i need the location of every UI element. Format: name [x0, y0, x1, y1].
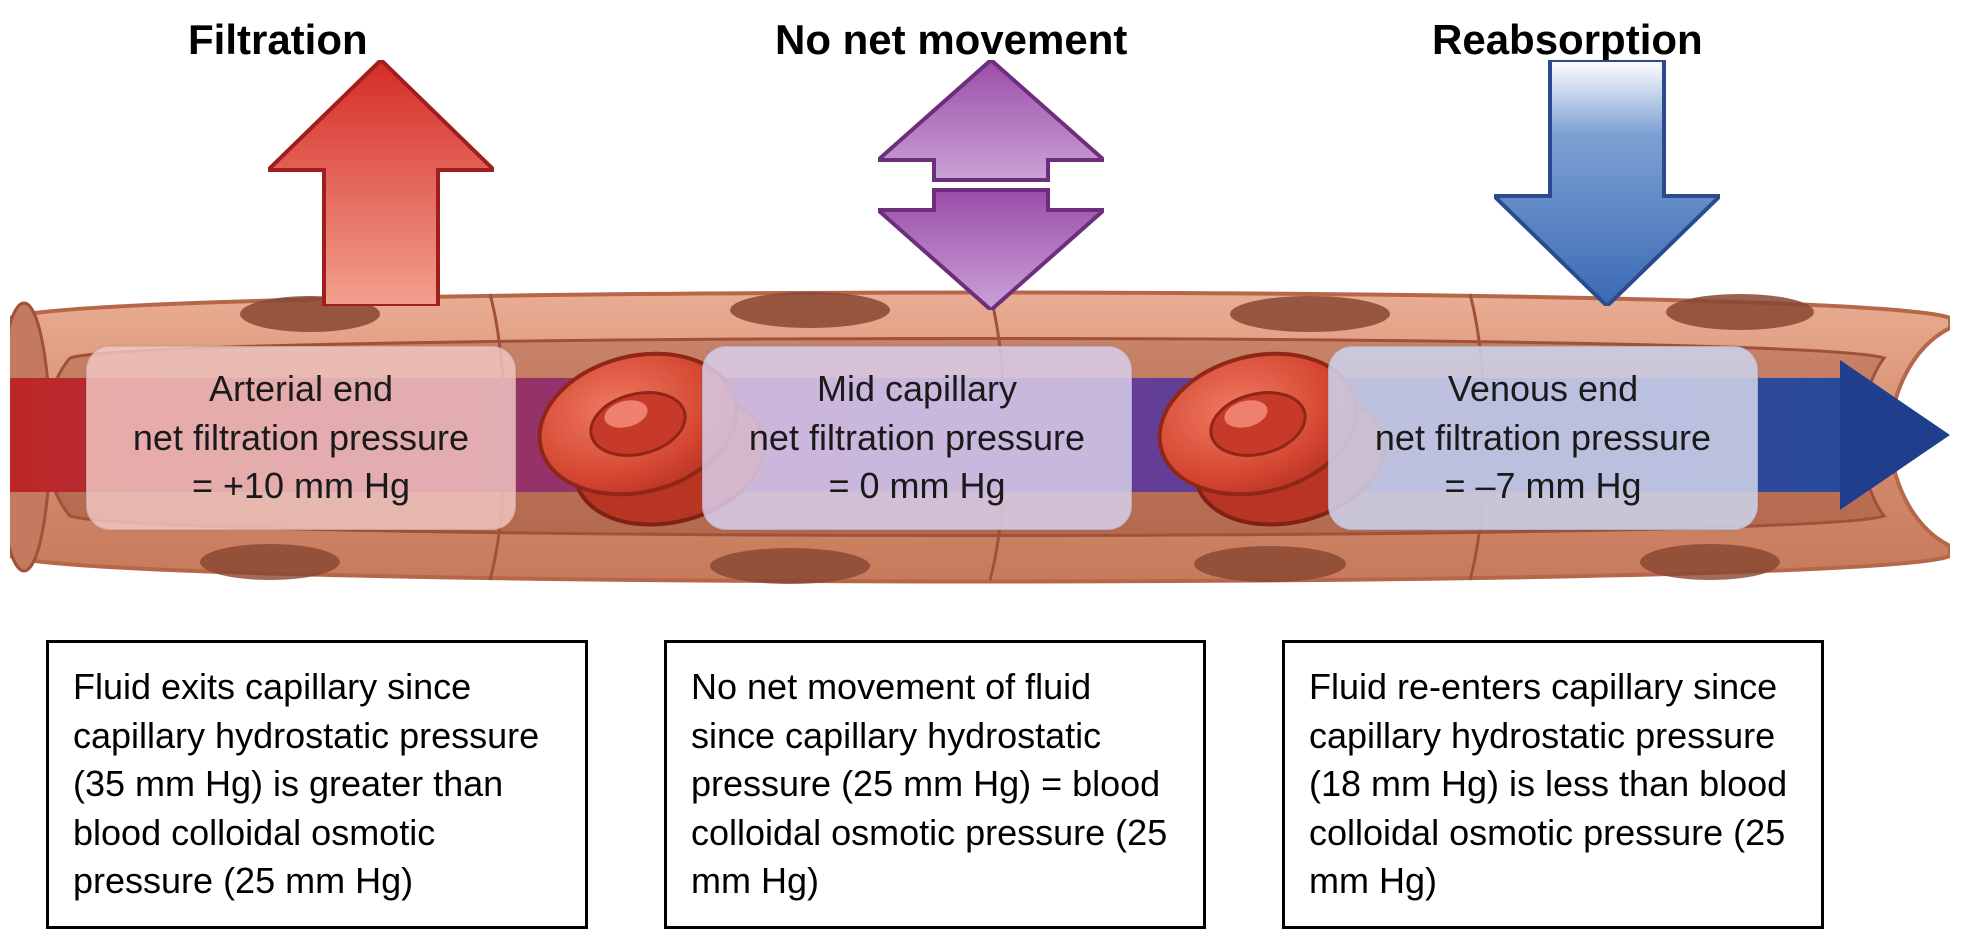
- pressure-label-arterial: Arterial end net filtration pressure = +…: [86, 346, 516, 530]
- pressure-line: Mid capillary: [817, 368, 1017, 409]
- pressure-label-mid: Mid capillary net filtration pressure = …: [702, 346, 1132, 530]
- title-reabsorption: Reabsorption: [1432, 16, 1703, 64]
- pressure-line: = +10 mm Hg: [192, 465, 410, 506]
- desc-box-filtration: Fluid exits capillary since capillary hy…: [46, 640, 588, 929]
- filtration-up-arrow-icon: [268, 60, 494, 306]
- pressure-line: net filtration pressure: [749, 417, 1085, 458]
- title-filtration: Filtration: [188, 16, 368, 64]
- pressure-line: net filtration pressure: [133, 417, 469, 458]
- pressure-line: = –7 mm Hg: [1444, 465, 1641, 506]
- title-no-net: No net movement: [775, 16, 1127, 64]
- desc-box-reabsorption: Fluid re-enters capillary since capillar…: [1282, 640, 1824, 929]
- no-net-double-arrow-icon: [878, 60, 1104, 310]
- desc-box-no-net: No net movement of fluid since capillary…: [664, 640, 1206, 929]
- reabsorption-down-arrow-icon: [1494, 60, 1720, 306]
- pressure-line: Venous end: [1448, 368, 1638, 409]
- pressure-label-venous: Venous end net filtration pressure = –7 …: [1328, 346, 1758, 530]
- pressure-line: net filtration pressure: [1375, 417, 1711, 458]
- pressure-line: = 0 mm Hg: [828, 465, 1005, 506]
- diagram-stage: Filtration No net movement Reabsorption: [0, 0, 1961, 914]
- pressure-line: Arterial end: [209, 368, 393, 409]
